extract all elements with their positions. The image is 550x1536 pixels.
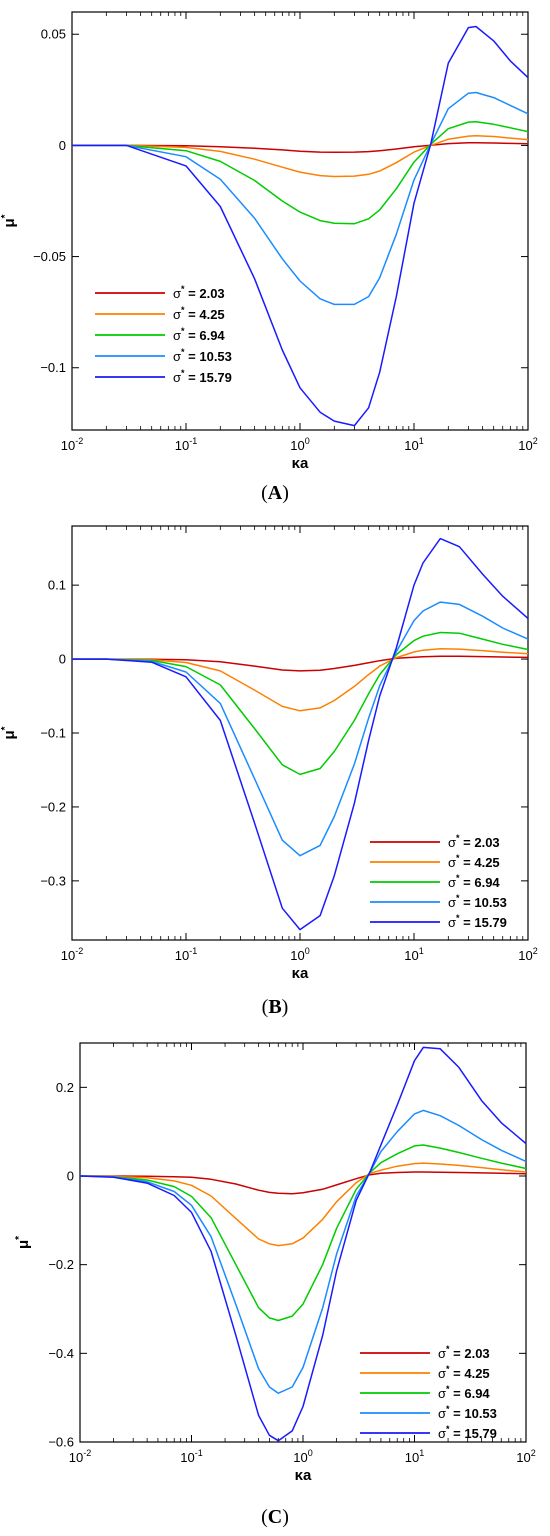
chart-a-ytick-label: −0.1 [40, 360, 66, 375]
chart-b-xtick-label: 10-2 [61, 946, 83, 963]
panel-label-c: (C) [0, 1506, 550, 1529]
chart-b-ytick-label: −0.2 [40, 799, 66, 814]
chart-c-legend-label-1: σ* = 2.03 [438, 1344, 490, 1361]
panel-label-b-close: ) [281, 996, 289, 1018]
chart-a-frame [71, 11, 529, 431]
chart-a-legend-label-1: σ* = 2.03 [173, 284, 225, 301]
chart-a-series-line-2 [72, 135, 529, 178]
chart-b-series-line-5 [72, 537, 529, 931]
chart-c-xtick-label: 102 [516, 1448, 535, 1465]
panel-label-a-close: ) [282, 482, 289, 504]
chart-c-xtick-label: 101 [405, 1448, 424, 1465]
chart-a-series-line-1 [72, 141, 529, 154]
chart-b-legend-label-1: σ* = 2.03 [448, 833, 500, 850]
chart-c-ylabel: μ* [14, 1236, 32, 1249]
chart-c-series-line-4 [79, 1109, 527, 1394]
chart-a-series-line-4 [72, 91, 529, 306]
chart-a-ytick-label: −0.05 [33, 249, 66, 264]
chart-a-xlabel: κa [292, 455, 309, 472]
chart-b-series-line-1 [72, 655, 529, 672]
chart-a-legend-label-3: σ* = 6.94 [173, 326, 225, 343]
chart-a-legend-label-5: σ* = 15.79 [173, 368, 232, 385]
chart-c-ytick-label: 0 [67, 1169, 74, 1184]
chart-c-frame [79, 1042, 527, 1443]
chart-b-ytick-label: −0.3 [40, 873, 66, 888]
chart-c-series-line-2 [79, 1162, 527, 1247]
chart-a-xtick-label: 100 [290, 436, 309, 453]
chart-b-series-line-2 [72, 647, 529, 712]
chart-c-plot: 10-2 10-1 100 101 102 0.2 0 −0.2 −0.4 −0.6 κa μ* σ* … [14, 1042, 536, 1484]
chart-c-ytick-label: 0.2 [56, 1080, 74, 1095]
chart-c-ytick-label: −0.4 [48, 1346, 74, 1361]
chart-b-ytick-label: −0.1 [40, 726, 66, 741]
panel-label-c-close: ) [282, 1506, 289, 1528]
chart-a-legend-label-2: σ* = 4.25 [173, 305, 225, 322]
chart-c-legend-label-4: σ* = 10.53 [438, 1404, 497, 1421]
panel-label-a-letter: A [267, 482, 283, 504]
chart-c-ytick-label: −0.6 [48, 1435, 74, 1450]
chart-b-ylabel: μ* [0, 726, 18, 739]
chart-b-legend-label-2: σ* = 4.25 [448, 853, 500, 870]
chart-b-legend-label-4: σ* = 10.53 [448, 893, 507, 910]
chart-c-series-line-3 [79, 1144, 527, 1322]
chart-c-xtick-label: 10-2 [69, 1448, 91, 1465]
chart-a-series-line-3 [72, 121, 529, 225]
chart-a-ytick-label: 0.05 [41, 27, 66, 42]
chart-b-legend-label-3: σ* = 6.94 [448, 873, 500, 890]
chart-a-xtick-label: 102 [518, 436, 537, 453]
chart-c-xtick-label: 100 [293, 1448, 312, 1465]
chart-c-ytick-label: −0.2 [48, 1257, 74, 1272]
panel-label-c-letter: C [267, 1506, 283, 1528]
chart-c-xlabel: κa [295, 1467, 312, 1484]
chart-b-xtick-label: 102 [518, 946, 537, 963]
chart-b-xtick-label: 100 [290, 946, 309, 963]
chart-c-legend-label-2: σ* = 4.25 [438, 1364, 490, 1381]
chart-a-legend-label-4: σ* = 10.53 [173, 347, 232, 364]
chart-a-xtick-label: 10-2 [61, 436, 83, 453]
chart-a-xtick-label: 10-1 [175, 436, 197, 453]
chart-a-xtick-label: 101 [404, 436, 423, 453]
panel-label-a-open: ( [261, 482, 268, 504]
chart-b-series-line-3 [72, 631, 529, 776]
chart-a-ylabel: μ* [0, 214, 18, 227]
panel-label-b: (B) [0, 996, 550, 1019]
panel-label-a: (A) [0, 482, 550, 505]
chart-b-xtick-label: 10-1 [175, 946, 197, 963]
chart-c-legend-label-5: σ* = 15.79 [438, 1424, 497, 1441]
chart-b-ytick-label: 0 [59, 652, 66, 667]
panel-label-c-open: ( [261, 1506, 268, 1528]
chart-b-legend-label-5: σ* = 15.79 [448, 913, 507, 930]
chart-c-legend-label-3: σ* = 6.94 [438, 1384, 490, 1401]
chart-a-series-line-5 [72, 25, 529, 427]
chart-b-ytick-label: 0.1 [48, 578, 66, 593]
chart-a-plot: 10-2 10-1 100 101 102 0.05 0 −0.05 −0.1 κa μ* σ* = … [0, 11, 538, 472]
chart-b-xtick-label: 101 [404, 946, 423, 963]
chart-b-series-line-4 [72, 601, 529, 857]
chart-b-plot: 10-2 10-1 100 101 102 0.1 0 −0.1 −0.2 −0.3 κa μ* σ* … [0, 525, 538, 982]
chart-c-xtick-label: 10-1 [180, 1448, 202, 1465]
panel-label-b-letter: B [268, 996, 282, 1018]
panel-label-b-open: ( [261, 996, 269, 1018]
chart-b-xlabel: κa [292, 965, 309, 982]
chart-c-series-line-1 [80, 1171, 527, 1195]
chart-a-ytick-label: 0 [59, 138, 66, 153]
chart-c-series-line-5 [79, 1046, 527, 1442]
